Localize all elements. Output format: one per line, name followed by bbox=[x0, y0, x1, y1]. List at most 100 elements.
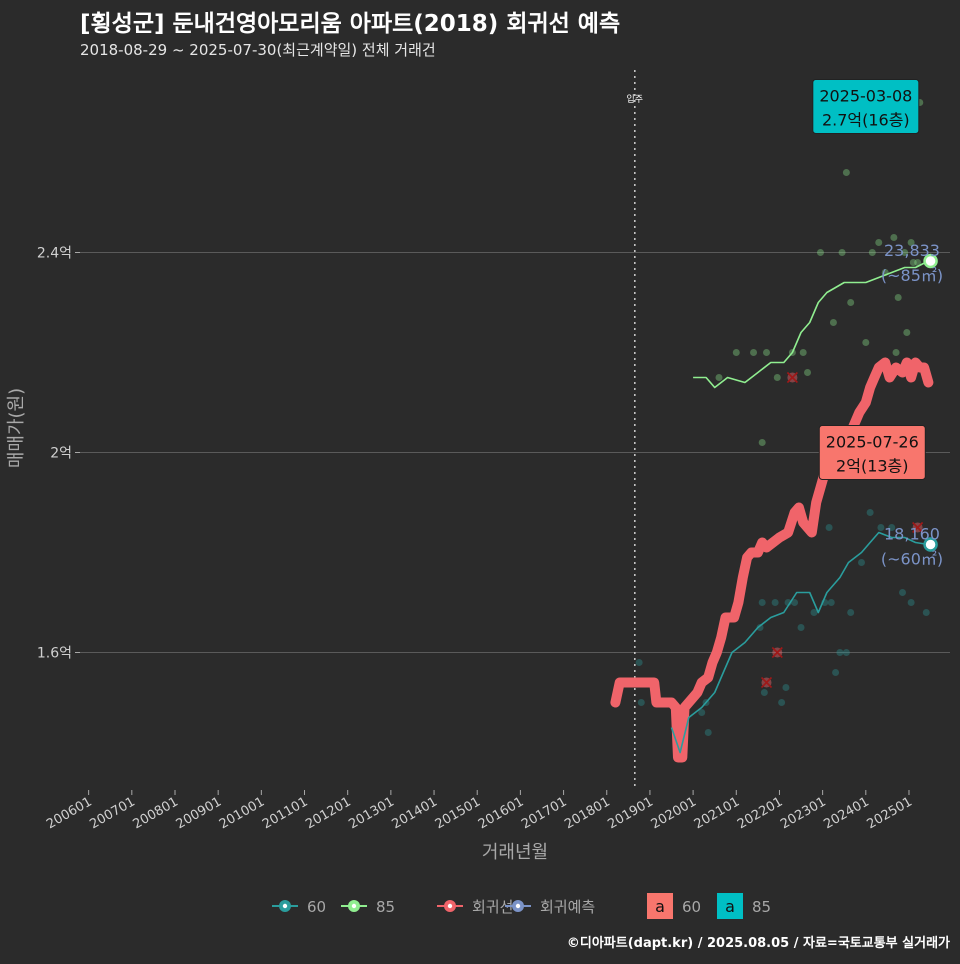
legend-key-center bbox=[351, 903, 357, 909]
scatter-point-85 bbox=[715, 374, 723, 381]
scatter-point-85 bbox=[804, 369, 812, 376]
end-point-85 bbox=[923, 253, 938, 269]
scatter-point-85 bbox=[847, 299, 855, 306]
y-tick-label: 1.6억 bbox=[37, 646, 72, 662]
scatter-point-85 bbox=[862, 339, 870, 346]
scatter-point-60 bbox=[866, 509, 874, 516]
y-axis-label: 매매가(원) bbox=[6, 388, 27, 468]
scatter-point-60 bbox=[888, 524, 896, 531]
legend-label: 회귀예측 bbox=[540, 898, 595, 916]
regression-cross bbox=[771, 646, 783, 659]
callout-date-60: 2025-07-26 bbox=[826, 433, 919, 452]
y-tick-label: 2억 bbox=[50, 446, 72, 462]
regression-cross bbox=[786, 371, 798, 384]
scatter-point-60 bbox=[758, 599, 766, 606]
scatter-point-85 bbox=[763, 349, 771, 356]
legend-key-center bbox=[447, 903, 453, 909]
scatter-point-60 bbox=[635, 659, 643, 666]
end-points: 23,833 (~85㎡) 18,160 (~60㎡) bbox=[881, 241, 943, 569]
legend-label-key: 60 bbox=[682, 898, 701, 916]
regression-marks bbox=[760, 371, 924, 689]
scatter-point-85 bbox=[732, 349, 740, 356]
chart-title: [횡성군] 둔내건영아모리움 아파트(2018) 회귀선 예측 bbox=[80, 11, 620, 37]
grid-lines bbox=[80, 252, 950, 653]
series-line-85 bbox=[693, 260, 929, 389]
x-axis-label: 거래년월 bbox=[482, 842, 548, 863]
scatter-point-85 bbox=[758, 439, 766, 446]
scatter-point-60 bbox=[791, 599, 799, 606]
callout-date-85: 2025-03-08 bbox=[819, 87, 912, 106]
y-axis-ticks: 1.6억 2억 2.4억 bbox=[37, 246, 80, 662]
scatter-point-85 bbox=[868, 249, 876, 256]
callout-price-60: 2억(13층) bbox=[836, 457, 908, 476]
end-area-60: (~60㎡) bbox=[881, 550, 943, 569]
scatter-point-85 bbox=[901, 249, 909, 256]
move-in-label: 입주 bbox=[627, 93, 644, 105]
legend: 60 85 회귀선 회귀예측 a 60 a 85 bbox=[272, 893, 771, 919]
scatter-point-60 bbox=[907, 599, 915, 606]
scatter-point-60 bbox=[704, 729, 712, 736]
scatter-point-85 bbox=[842, 169, 850, 176]
scatter-point-60 bbox=[847, 609, 855, 616]
scatter-point-60 bbox=[698, 709, 706, 716]
scatter-point-60 bbox=[899, 589, 907, 596]
scatter-point-85 bbox=[816, 249, 824, 256]
scatter-point-60 bbox=[771, 599, 779, 606]
series-line-60 bbox=[670, 531, 929, 754]
end-value-60: 18,160 bbox=[884, 525, 940, 544]
callout-box-85 bbox=[812, 79, 920, 134]
move-in-marker: 입주 bbox=[627, 70, 644, 790]
scatter-point-60 bbox=[836, 649, 844, 656]
scatter-point-60 bbox=[832, 669, 840, 676]
end-area-85: (~85㎡) bbox=[881, 266, 943, 285]
legend-label: 60 bbox=[307, 898, 326, 916]
scatter-point-85 bbox=[829, 319, 837, 326]
footer-credit: ©디아파트(dapt.kr) / 2025.08.05 / 자료=국토교통부 실… bbox=[567, 935, 950, 951]
end-value-85: 23,833 bbox=[884, 241, 940, 260]
regression-cross bbox=[912, 521, 924, 534]
scatter-point-85 bbox=[892, 349, 900, 356]
scatter-point-60 bbox=[637, 699, 645, 706]
scatter-point-85 bbox=[773, 374, 781, 381]
scatter-point-60 bbox=[778, 699, 786, 706]
scatter-point-60 bbox=[825, 524, 833, 531]
callout-labels: 2025-03-08 2.7억(16층) 2025-07-26 2억(13층) bbox=[812, 79, 926, 480]
legend-label-swatch bbox=[717, 893, 743, 919]
scatter-point-60 bbox=[797, 624, 805, 631]
callout-box-60 bbox=[818, 425, 926, 480]
end-point-60 bbox=[923, 537, 938, 552]
scatter-point-60 bbox=[756, 624, 764, 631]
legend-label: 85 bbox=[376, 898, 395, 916]
scatter-point-85 bbox=[909, 259, 917, 266]
scatter-point-60 bbox=[760, 689, 768, 696]
scatter-point-60 bbox=[782, 684, 790, 691]
legend-label-glyph: a bbox=[655, 897, 665, 916]
scatter-point-85 bbox=[907, 239, 915, 246]
scatter-point-85 bbox=[890, 234, 898, 241]
callout-price-85: 2.7억(16층) bbox=[822, 111, 910, 130]
scatter-point-85 bbox=[894, 294, 902, 301]
scatter-point-85 bbox=[903, 329, 911, 336]
scatter-point-60 bbox=[877, 524, 885, 531]
scatter-point-60 bbox=[842, 649, 850, 656]
scatter-point-60 bbox=[857, 559, 865, 566]
legend-label-swatch bbox=[647, 893, 673, 919]
scatter-point-60 bbox=[922, 609, 930, 616]
legend-key-center bbox=[282, 903, 288, 909]
scatter-point-60 bbox=[827, 599, 835, 606]
regression-cross bbox=[760, 676, 773, 689]
scatter-point-60 bbox=[810, 609, 818, 616]
scatter-point-85 bbox=[914, 259, 922, 266]
legend-key-center bbox=[515, 903, 521, 909]
chart-subtitle: 2018-08-29 ~ 2025-07-30(최근계약일) 전체 거래건 bbox=[80, 41, 436, 59]
scatter-point-85 bbox=[799, 349, 807, 356]
legend-label: 회귀선 bbox=[472, 898, 513, 916]
series-lines bbox=[610, 260, 934, 763]
legend-label-glyph: a bbox=[725, 897, 735, 916]
scatter-point-85 bbox=[875, 239, 883, 246]
scatter-point-85 bbox=[838, 249, 846, 256]
y-tick-label: 2.4억 bbox=[37, 246, 72, 262]
